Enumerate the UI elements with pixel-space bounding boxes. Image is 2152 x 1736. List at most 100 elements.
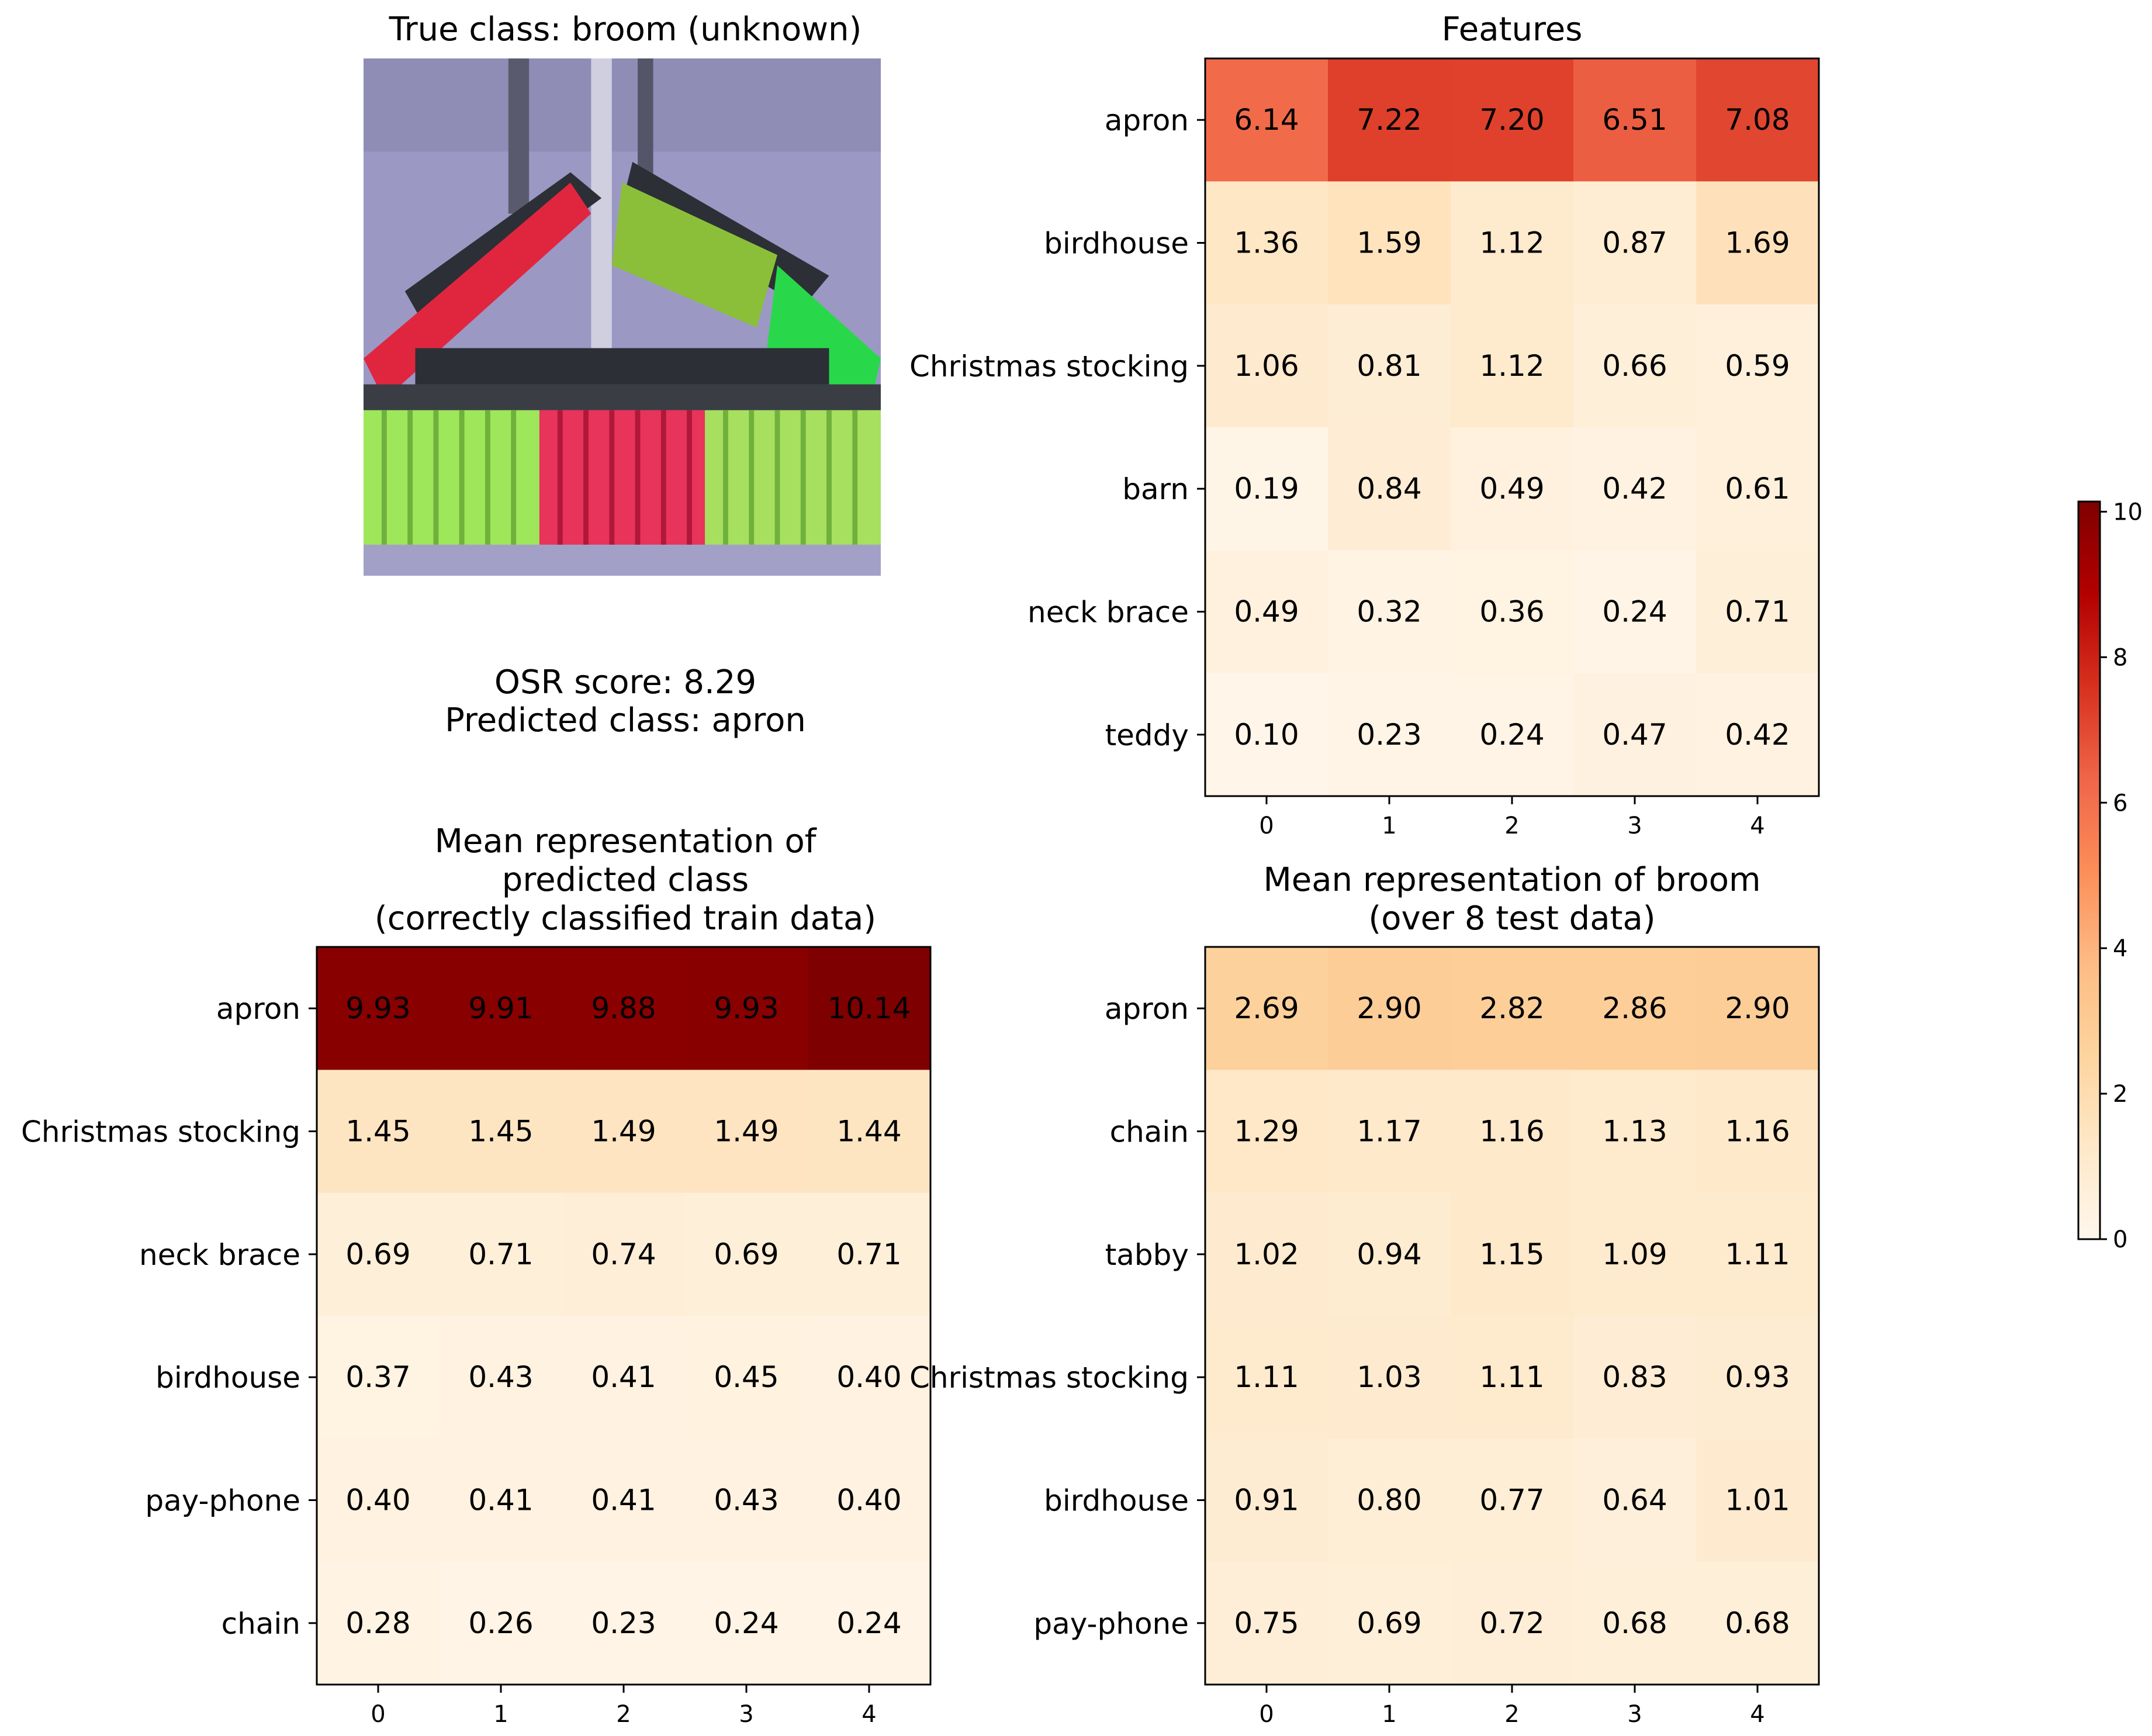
train-mean-title: Mean representation of predicted class (… [374,822,877,938]
train-mean-cell-label: 0.24 [836,1606,901,1640]
features-cell-label: 0.61 [1725,472,1790,506]
train-mean-cell [440,1316,563,1439]
features-cell-label: 0.49 [1234,595,1299,629]
test-mean-cell [1573,1316,1697,1439]
train-mean-cell-label: 0.71 [468,1237,533,1271]
train-mean-cell-label: 1.45 [345,1115,410,1149]
test-mean-cell-label: 2.69 [1234,991,1299,1025]
test-mean-column-label: 3 [1627,1701,1642,1728]
train-mean-cell-label: 0.24 [714,1606,779,1640]
features-column-label: 2 [1504,812,1519,839]
test-mean-cell-label: 1.13 [1602,1115,1667,1149]
test-mean-cell-label: 1.29 [1234,1115,1299,1149]
predicted-class: Predicted class: apron [445,701,806,739]
train-mean-column-label: 4 [862,1701,876,1728]
features-row-label: barn [1122,472,1189,506]
test-mean-cell [1328,947,1451,1070]
features-cell-label: 0.71 [1725,595,1790,629]
test-mean-cell [1696,947,1819,1070]
features-cell [1328,58,1451,182]
features-cell-label: 0.47 [1602,718,1667,752]
train-mean-cell-label: 9.93 [714,991,779,1025]
features-cell-label: 1.36 [1234,226,1299,260]
features-cell [1328,304,1451,428]
test-mean-row-label: birdhouse [1044,1484,1189,1518]
colorbar-tick-label: 6 [2113,790,2127,817]
colorbar-tick-label: 2 [2113,1081,2127,1108]
image-title: True class: broom (unknown) [389,11,862,49]
train-mean-row-label: birdhouse [155,1361,300,1395]
test-mean-cell-label: 2.82 [1479,991,1544,1025]
train-mean-cell [317,1316,440,1439]
features-cell [1573,181,1697,305]
features-cell [1696,673,1819,797]
features-cell [1205,673,1328,797]
features-column-label: 4 [1750,812,1764,839]
test-mean-cell-label: 1.17 [1357,1115,1421,1149]
colorbar-tick-label: 10 [2113,499,2143,525]
features-cell-label: 0.59 [1725,349,1790,383]
test-mean-cell-label: 1.11 [1479,1360,1544,1394]
colorbar-tick-label: 0 [2113,1226,2127,1253]
train-mean-column-label: 3 [739,1701,753,1728]
train-mean-cell-label: 0.71 [836,1237,901,1271]
train-mean-cell [562,947,686,1070]
train-mean-row-label: chain [222,1607,300,1641]
features-cell [1328,181,1451,305]
test-mean-cell [1696,1561,1819,1685]
train-mean-cell [317,947,440,1070]
features-cell-label: 1.59 [1357,226,1421,260]
train-mean-cell-label: 0.26 [468,1606,533,1640]
train-mean-cell [562,1316,686,1439]
test-mean-cell [1573,1438,1697,1562]
test-mean-cell [1328,1438,1451,1562]
train-mean-cell [685,1316,808,1439]
test-mean-cell [1573,1070,1697,1194]
test-mean-column-label: 1 [1382,1701,1396,1728]
features-column-label: 0 [1259,812,1274,839]
train-mean-cell [685,1438,808,1562]
train-mean-cell-label: 0.40 [836,1483,901,1517]
features-cell-label: 0.24 [1479,718,1544,752]
train-mean-row-label: apron [216,992,300,1026]
features-cell-label: 7.20 [1479,103,1544,137]
test-mean-cell [1451,1561,1574,1685]
features-cell-label: 1.69 [1725,226,1790,260]
test-mean-cell [1451,1192,1574,1316]
test-mean-cell [1328,1316,1451,1439]
features-cell [1451,550,1574,674]
features-cell-label: 0.84 [1357,472,1421,506]
test-mean-cell-label: 2.86 [1602,991,1667,1025]
test-mean-cell [1328,1561,1451,1685]
features-cell-label: 0.49 [1479,472,1544,506]
features-cell-label: 0.81 [1357,349,1421,383]
train-mean-cell [317,1438,440,1562]
features-cell-label: 6.14 [1234,103,1299,137]
test-mean-cell-label: 0.83 [1602,1360,1667,1394]
train-mean-cell [440,1438,563,1562]
test-mean-cell-label: 1.11 [1725,1237,1790,1271]
test-mean-cell [1328,1192,1451,1316]
features-cell [1696,304,1819,428]
features-cell-label: 0.36 [1479,595,1544,629]
test-mean-cell [1696,1438,1819,1562]
features-column-label: 3 [1627,812,1642,839]
test-mean-cell-label: 1.03 [1357,1360,1421,1394]
features-cell-label: 0.24 [1602,595,1667,629]
features-row-label: teddy [1105,718,1189,752]
test-mean-cell-label: 1.16 [1725,1115,1790,1149]
test-mean-cell [1451,1070,1574,1194]
features-cell-label: 6.51 [1602,103,1667,137]
features-cell [1696,550,1819,674]
colorbar-frame [2077,500,2101,1240]
features-column-label: 1 [1382,812,1396,839]
test-mean-cell-label: 0.93 [1725,1360,1790,1394]
features-cell-label: 7.08 [1725,103,1790,137]
train-mean-cell-label: 0.69 [345,1237,410,1271]
features-cell [1451,304,1574,428]
train-mean-cell [562,1192,686,1316]
train-mean-cell [317,1070,440,1194]
features-cell [1328,550,1451,674]
features-cell-label: 0.23 [1357,718,1421,752]
test-mean-cell-label: 1.02 [1234,1237,1299,1271]
